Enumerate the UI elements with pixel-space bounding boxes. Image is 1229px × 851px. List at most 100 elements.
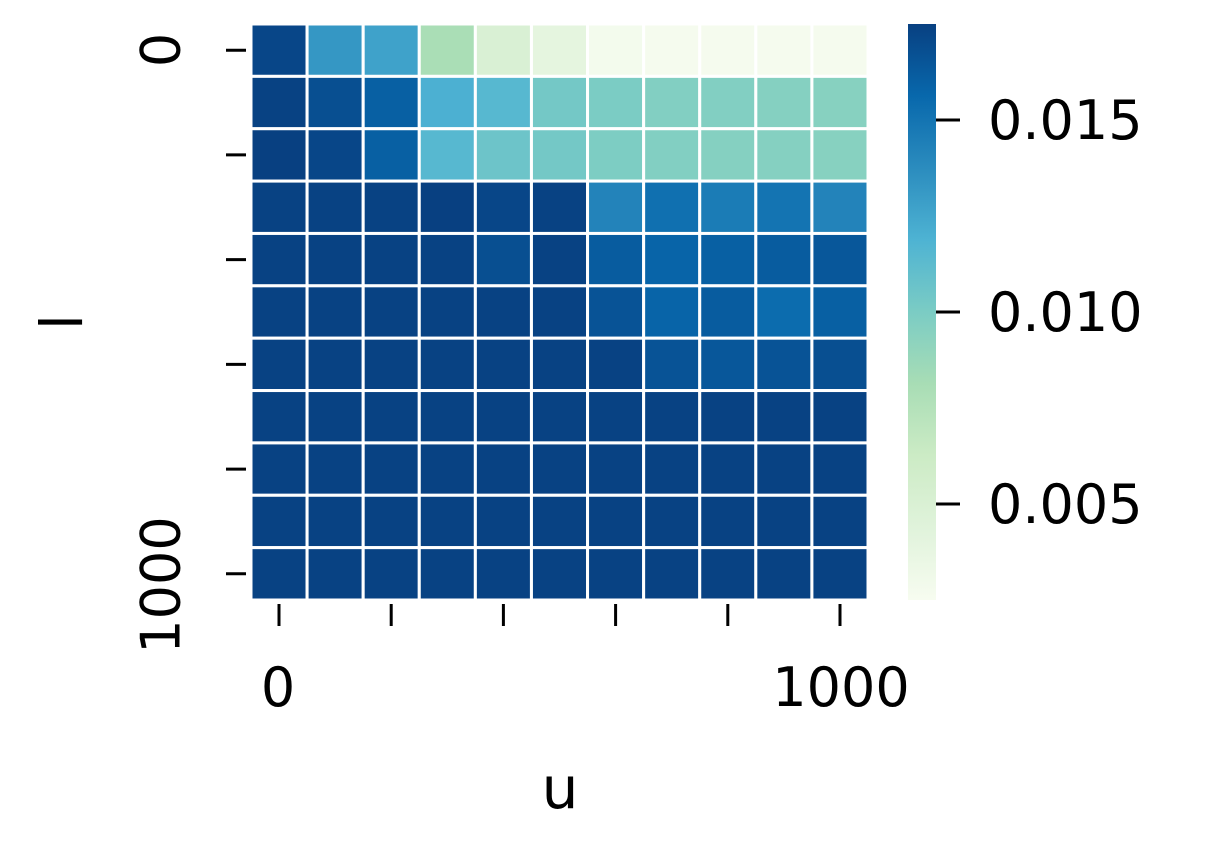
- heatmap-cell: [361, 336, 421, 393]
- heatmap-cell: [361, 389, 421, 445]
- heatmap-cell: [529, 127, 590, 183]
- heatmap-cell: [305, 441, 365, 497]
- heatmap-cell: [417, 389, 477, 445]
- heatmap-cell: [361, 493, 421, 550]
- heatmap-cell: [249, 74, 309, 131]
- heatmap-cell: [529, 546, 590, 602]
- x-tick-label-0: 0: [261, 656, 295, 719]
- heatmap-cell: [249, 546, 309, 602]
- colorbar-tick-label: 0.015: [988, 89, 1143, 152]
- heatmap-cell: [417, 74, 477, 131]
- heatmap-cell: [642, 284, 702, 340]
- y-tick-label-1000: 1000: [130, 516, 193, 653]
- y-axis-ticks: [226, 48, 246, 576]
- heatmap-cell: [473, 389, 533, 445]
- heatmap-cell: [754, 179, 814, 235]
- heatmap-cell: [361, 546, 421, 602]
- heatmap-cell: [417, 231, 477, 288]
- heatmap-cell: [698, 441, 758, 497]
- heatmap-cell: [305, 546, 365, 602]
- heatmap-cell: [642, 336, 702, 393]
- heatmap-cell: [698, 127, 758, 183]
- heatmap-cell: [642, 493, 702, 550]
- colorbar: [908, 24, 936, 600]
- heatmap-cell: [698, 22, 758, 78]
- heatmap-cell: [305, 493, 365, 550]
- heatmap-cell: [473, 74, 533, 131]
- heatmap-cell: [473, 284, 533, 340]
- heatmap-cell: [529, 336, 590, 393]
- heatmap-cell: [586, 74, 646, 131]
- x-tick-label-1000: 1000: [772, 656, 909, 719]
- heatmap-cell: [361, 74, 421, 131]
- heatmap-cell: [810, 74, 870, 131]
- x-axis-ticks: [277, 604, 842, 626]
- heatmap-cell: [754, 336, 814, 393]
- heatmap-cell: [810, 389, 870, 445]
- heatmap-cell: [529, 22, 590, 78]
- heatmap-cell: [361, 179, 421, 235]
- colorbar-tick-label: 0.005: [988, 473, 1143, 536]
- heatmap-cell: [305, 74, 365, 131]
- heatmap-cell: [586, 441, 646, 497]
- heatmap-cell: [810, 231, 870, 288]
- heatmap-cell: [249, 441, 309, 497]
- heatmap-cell: [361, 22, 421, 78]
- heatmap-cell: [698, 284, 758, 340]
- heatmap-cell: [810, 284, 870, 340]
- y-axis-label: l: [28, 314, 96, 330]
- heatmap-cell: [810, 336, 870, 393]
- heatmap-cell: [529, 231, 590, 288]
- heatmap-cell: [417, 441, 477, 497]
- heatmap-cell: [586, 22, 646, 78]
- heatmap-cell: [810, 22, 870, 78]
- heatmap-cell: [529, 389, 590, 445]
- heatmap-cell: [810, 493, 870, 550]
- heatmap-cell: [586, 336, 646, 393]
- heatmap-cell: [586, 493, 646, 550]
- heatmap-cell: [249, 179, 309, 235]
- heatmap-cell: [249, 389, 309, 445]
- heatmap-cell: [810, 441, 870, 497]
- heatmap-cell: [305, 179, 365, 235]
- heatmap-cell: [305, 22, 365, 78]
- heatmap-cell: [586, 546, 646, 602]
- heatmap-cell: [754, 441, 814, 497]
- heatmap-cell: [754, 74, 814, 131]
- heatmap-cell: [642, 231, 702, 288]
- heatmap-cell: [810, 546, 870, 602]
- heatmap-cell: [586, 284, 646, 340]
- heatmap-cell: [249, 231, 309, 288]
- heatmap-cell: [249, 22, 309, 78]
- heatmap-cell: [754, 231, 814, 288]
- heatmap-cell: [473, 546, 533, 602]
- heatmap-cell: [305, 127, 365, 183]
- heatmap-cell: [754, 284, 814, 340]
- heatmap-cell: [698, 74, 758, 131]
- heatmap-cell: [473, 22, 533, 78]
- x-axis-label: u: [542, 754, 579, 822]
- heatmap-cell: [642, 546, 702, 602]
- heatmap-cell: [642, 127, 702, 183]
- heatmap-cell: [754, 127, 814, 183]
- heatmap-cell: [249, 127, 309, 183]
- heatmap-cell: [249, 493, 309, 550]
- heatmap-cell: [361, 231, 421, 288]
- heatmap-cell: [417, 179, 477, 235]
- heatmap-cell: [642, 389, 702, 445]
- heatmap-cell: [249, 336, 309, 393]
- heatmap-cell: [586, 127, 646, 183]
- heatmap-cell: [586, 179, 646, 235]
- y-tick-label-0: 0: [130, 33, 193, 67]
- heatmap-cell: [642, 74, 702, 131]
- heatmap-cell: [529, 179, 590, 235]
- heatmap-cell: [698, 231, 758, 288]
- heatmap-cell: [586, 389, 646, 445]
- heatmap-cell: [473, 441, 533, 497]
- heatmap-cell: [305, 389, 365, 445]
- heatmap-cell: [810, 179, 870, 235]
- heatmap-cell: [305, 284, 365, 340]
- heatmap-cell: [305, 336, 365, 393]
- heatmap-cell: [361, 441, 421, 497]
- heatmap-cell: [361, 284, 421, 340]
